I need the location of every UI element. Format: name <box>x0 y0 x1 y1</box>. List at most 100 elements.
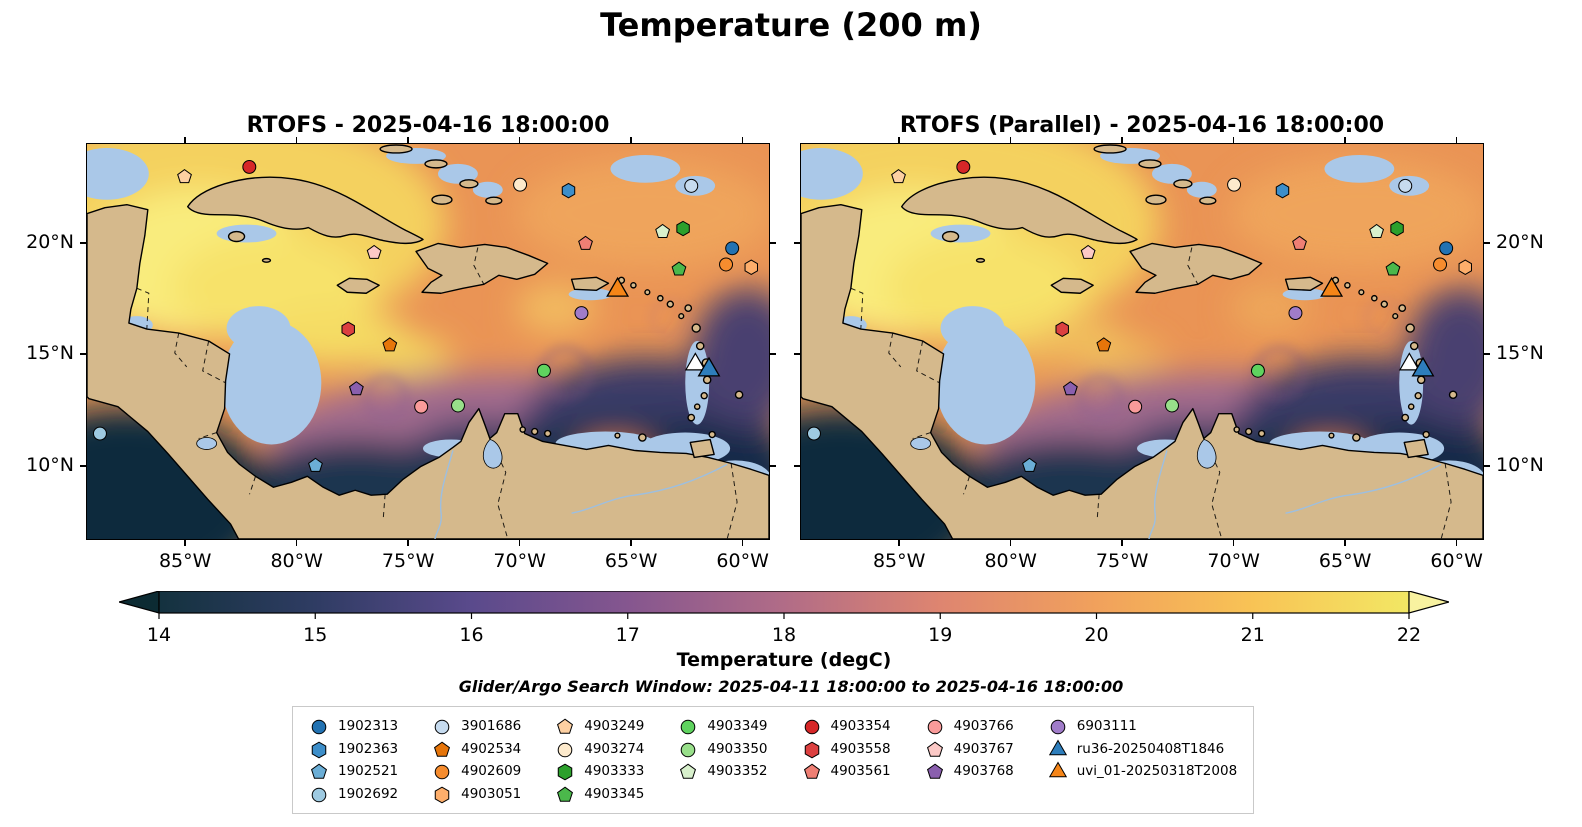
lon-tick-label: 75°W <box>381 550 435 572</box>
marker-4903333 <box>676 220 690 237</box>
axis-tick-mark <box>1455 540 1458 546</box>
lon-tick-label: 65°W <box>604 550 658 572</box>
legend-item-1902313: 1902313 <box>309 717 398 735</box>
glider-ghost-triangle <box>684 352 706 371</box>
marker-4902609 <box>719 257 734 272</box>
marker-1902313 <box>1439 241 1454 256</box>
marker-4903561 <box>1292 235 1307 250</box>
marker-1902363 <box>561 182 576 199</box>
legend-marker-hexagon-icon <box>804 741 819 758</box>
marker-6903111 <box>1288 306 1303 321</box>
legend-marker-hexagon-icon <box>434 786 450 803</box>
legend-marker-pentagon-icon <box>803 763 820 779</box>
legend-marker-hexagon-icon <box>311 741 327 758</box>
marker-4903767 <box>366 244 382 259</box>
colorbar-tick-label: 16 <box>459 624 484 646</box>
lon-tick-label: 65°W <box>1318 550 1372 572</box>
legend-label: 4903352 <box>707 763 768 779</box>
legend-marker-circle-icon <box>1050 719 1066 735</box>
legend-marker-pentagon-icon <box>926 763 943 779</box>
axis-tick-mark <box>1484 242 1490 244</box>
glider-marker-ru36-20250408T1846 <box>697 356 721 377</box>
marker-4903350 <box>1165 398 1179 413</box>
legend-item-4903352: 4903352 <box>678 762 768 780</box>
colorbar-tick-label: 21 <box>1240 624 1265 646</box>
colorbar-tick-label: 17 <box>615 624 640 646</box>
colorbar-under-arrow <box>116 590 160 614</box>
map-panel-rtofs: RTOFS - 2025-04-16 18:00:00 <box>26 113 776 593</box>
lon-tick-label: 70°W <box>493 550 546 572</box>
legend-marker-pentagon-icon <box>310 763 328 779</box>
legend-marker-triangle-icon <box>1048 761 1067 778</box>
colorbar-bar <box>116 590 1452 619</box>
marker-4903345 <box>1385 261 1401 276</box>
map-canvas-rtofs-parallel <box>800 143 1484 540</box>
colorbar-tick-label: 20 <box>1084 624 1109 646</box>
markers-layer <box>806 159 1472 472</box>
legend-label: 1902692 <box>338 785 399 802</box>
map-canvas-rtofs <box>86 143 770 540</box>
axis-tick-mark <box>1344 540 1346 546</box>
colorbar-over-arrow <box>1408 590 1452 614</box>
legend-item-4903249: 4903249 <box>555 717 644 735</box>
lakes <box>910 437 1217 469</box>
legend-column-3: 4903249 4903274 4903333 4903345 <box>555 717 644 803</box>
legend-label: 6903111 <box>1076 718 1137 734</box>
colorbar-tick-label: 15 <box>303 624 328 646</box>
lon-tick-label: 70°W <box>1207 550 1260 572</box>
legend-label: 4903350 <box>707 740 768 757</box>
lat-tick-label: 15°N <box>1496 341 1544 364</box>
map-panel-rtofs-parallel: RTOFS (Parallel) - 2025-04-16 18:00:00 <box>794 113 1544 593</box>
legend-item-4903768: 4903768 <box>925 762 1014 780</box>
panel-title-rtofs-parallel: RTOFS (Parallel) - 2025-04-16 18:00:00 <box>899 113 1385 138</box>
marker-4903767 <box>1080 244 1096 259</box>
legend-label: 4903345 <box>584 785 645 802</box>
lon-tick-label: 80°W <box>984 550 1037 572</box>
legend-label: 4903354 <box>830 718 891 734</box>
marker-4903558 <box>341 321 355 337</box>
legend-marker-circle-icon <box>681 742 696 757</box>
marker-4903352 <box>655 223 671 238</box>
axis-tick-mark <box>770 242 776 244</box>
lat-tick-label: 10°N <box>1496 453 1544 476</box>
marker-4903352 <box>1369 223 1385 238</box>
legend-label: 1902313 <box>338 718 399 734</box>
marker-4903768 <box>1062 381 1078 396</box>
axis-tick-mark <box>770 353 776 355</box>
axis-tick-mark <box>630 540 632 546</box>
legend-marker-pentagon-icon <box>434 741 451 757</box>
lat-tick-label: 20°N <box>1496 231 1544 254</box>
legend-item-4903345: 4903345 <box>555 785 644 803</box>
legend-label: 4903349 <box>707 718 768 734</box>
lat-tick-label: 15°N <box>26 341 74 364</box>
land-geometry <box>801 144 1483 539</box>
axis-tick-mark <box>1484 353 1490 355</box>
marker-3901686 <box>684 178 699 193</box>
marker-4903349 <box>1250 363 1265 378</box>
legend-item-4903766: 4903766 <box>925 717 1014 735</box>
rivers <box>434 450 728 539</box>
colorbar-tick-label: 22 <box>1396 624 1422 646</box>
legend-item-4902609: 4902609 <box>432 762 521 780</box>
lon-tick-label: 80°W <box>270 550 323 572</box>
axis-tick-mark <box>1009 540 1012 546</box>
marker-1902521 <box>308 457 323 472</box>
colorbar-tick-label: 18 <box>771 624 797 646</box>
marker-4903350 <box>451 398 465 413</box>
marker-4903768 <box>348 381 364 396</box>
legend-column-1: 1902313 1902363 1902521 1902692 <box>309 717 398 803</box>
legend-label: ru36-20250408T1846 <box>1076 740 1225 757</box>
legend-label: 4903768 <box>953 763 1014 779</box>
lon-tick-label: 75°W <box>1095 550 1149 572</box>
legend-label: 1902521 <box>338 763 399 779</box>
colorbar: 14 15 16 17 18 19 20 21 22 Temperature (degC) <box>116 590 1452 681</box>
lon-tick-label: 60°W <box>1430 550 1483 572</box>
marker-4902534 <box>382 337 398 352</box>
marker-1902692 <box>806 426 821 441</box>
marker-4903051 <box>1458 259 1472 275</box>
map-svg <box>87 144 769 539</box>
legend-item-3901686: 3901686 <box>432 717 521 735</box>
marker-1902521 <box>1022 457 1037 472</box>
marker-4903354 <box>956 159 971 174</box>
marker-4903249 <box>891 169 906 184</box>
